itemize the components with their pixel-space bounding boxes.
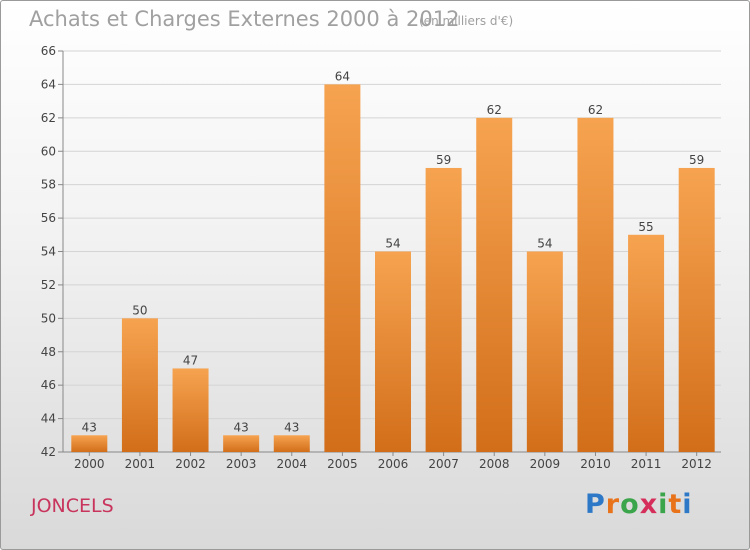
logo-letter: t (668, 489, 683, 520)
chart-title: Achats et Charges Externes 2000 à 2012 (29, 7, 460, 31)
data-label: 43 (82, 420, 97, 434)
bar (172, 368, 209, 452)
logo-letter: r (605, 489, 621, 520)
x-tick-label: 2010 (580, 457, 611, 471)
bar (273, 435, 310, 452)
y-tick-label: 50 (41, 311, 56, 325)
bar (628, 234, 665, 452)
bar (425, 167, 462, 453)
data-label: 64 (335, 69, 350, 83)
x-tick-label: 2002 (175, 457, 206, 471)
bar (121, 318, 158, 452)
x-tick-label: 2005 (327, 457, 358, 471)
y-tick-label: 52 (41, 278, 56, 292)
bar (678, 167, 715, 453)
x-tick-label: 2008 (479, 457, 510, 471)
logo-letter: i (658, 489, 669, 520)
data-label: 54 (385, 237, 400, 251)
y-tick-label: 42 (41, 445, 56, 459)
bar (526, 251, 563, 452)
y-tick-label: 60 (41, 144, 56, 158)
chart-subtitle: (en milliers d'€) (419, 14, 514, 28)
data-label: 55 (638, 220, 653, 234)
logo-letter: o (620, 489, 640, 520)
bar (577, 117, 614, 452)
logo-letter: P (585, 489, 606, 520)
data-label: 50 (132, 303, 147, 317)
y-tick-label: 44 (41, 412, 56, 426)
y-tick-label: 64 (41, 77, 56, 91)
x-tick-label: 2012 (681, 457, 712, 471)
logo-letter: i (682, 489, 693, 520)
data-label: 62 (588, 103, 603, 117)
bar (71, 435, 108, 452)
data-label: 47 (183, 353, 198, 367)
y-tick-label: 48 (41, 345, 56, 359)
x-tick-label: 2000 (74, 457, 105, 471)
data-label: 43 (284, 420, 299, 434)
bar (324, 84, 361, 453)
x-tick-label: 2003 (226, 457, 257, 471)
x-tick-label: 2011 (631, 457, 662, 471)
data-label: 43 (234, 420, 249, 434)
y-tick-label: 46 (41, 378, 56, 392)
bar (375, 251, 411, 452)
x-tick-label: 2009 (530, 457, 561, 471)
x-tick-label: 2001 (125, 457, 156, 471)
proxiti-logo: Proxiti (585, 489, 693, 520)
bar (223, 435, 260, 452)
logo-letter: x (639, 489, 659, 520)
data-label: 59 (689, 153, 704, 167)
x-tick-label: 2006 (378, 457, 409, 471)
y-tick-label: 56 (41, 211, 56, 225)
commune-name: JONCELS (31, 495, 114, 517)
y-tick-label: 62 (41, 111, 56, 125)
bar (476, 117, 513, 452)
x-tick-label: 2007 (428, 457, 459, 471)
y-tick-label: 58 (41, 178, 56, 192)
data-label: 54 (537, 237, 552, 251)
y-tick-label: 54 (41, 245, 56, 259)
data-label: 62 (487, 103, 502, 117)
x-tick-label: 2004 (276, 457, 307, 471)
y-tick-label: 66 (41, 44, 56, 58)
data-label: 59 (436, 153, 451, 167)
